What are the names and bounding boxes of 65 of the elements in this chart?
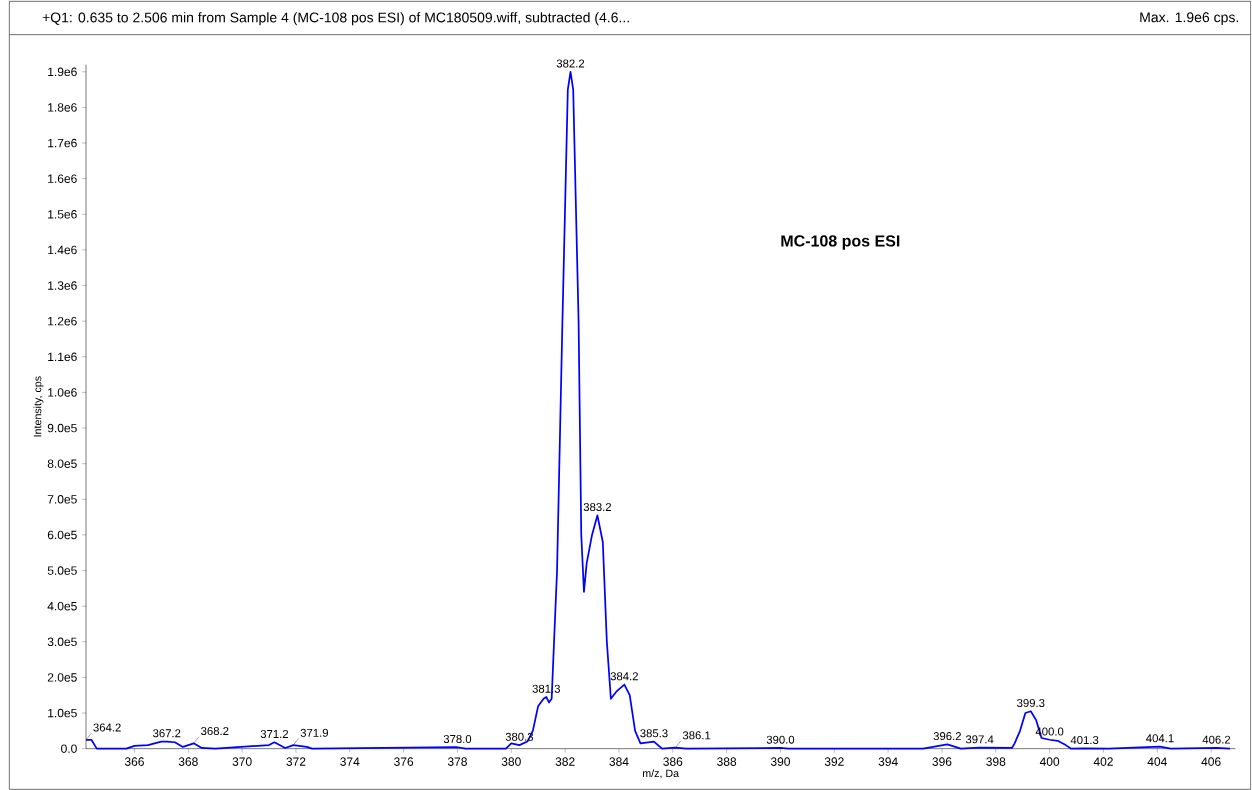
x-tick-label: 382 xyxy=(555,757,575,766)
x-tick-label: 400 xyxy=(1039,757,1060,766)
annotation: 382.2 xyxy=(556,59,585,68)
annotation: 399.3 xyxy=(1017,698,1045,707)
y-tick-label: 0.0 xyxy=(61,744,77,753)
annotation: 386.1 xyxy=(682,731,711,740)
y-axis-title: Intensity, cps xyxy=(33,376,44,437)
y-tick-label: 1.9e6 xyxy=(48,67,77,77)
annotation: 401.3 xyxy=(1070,736,1099,745)
x-tick-label: 390 xyxy=(770,757,790,766)
y-tick-label: 7.0e5 xyxy=(47,495,77,504)
x-tick-label: 370 xyxy=(232,757,252,766)
x-tick-label: 386 xyxy=(663,757,683,766)
y-tick-label: 1.2e6 xyxy=(48,316,77,326)
x-tick-label: 398 xyxy=(986,757,1006,766)
x-axis-title: m/z, Da xyxy=(643,769,680,779)
line-series xyxy=(85,70,1231,750)
annotation: 396.2 xyxy=(933,732,961,741)
annotation: 384.2 xyxy=(610,672,638,681)
annotation: 390.0 xyxy=(766,735,795,744)
x-tick-label: 376 xyxy=(394,757,414,766)
y-tick-label: 1.8e6 xyxy=(48,103,77,112)
annotation: 368.2 xyxy=(201,727,229,736)
y-tick-label: 3.0e5 xyxy=(47,637,77,647)
annotation: 383.2 xyxy=(583,503,612,512)
y-tick-label: 1.5e6 xyxy=(48,210,77,219)
chart-title: +Q1: 0.635 to 2.506 min from Sample 4 (MC-108 pos ESI) of MC180509.wiff, subtracted (4.6... xyxy=(42,12,629,26)
x-tick-label: 394 xyxy=(878,757,898,766)
chart-subtitle: Max. 1.9e6 cps. xyxy=(1140,12,1239,25)
y-tick-label: 1.0e5 xyxy=(48,708,77,718)
annotation: 385.3 xyxy=(640,729,668,738)
y-tick-label: 9.0e5 xyxy=(47,423,77,433)
annotation: 378.0 xyxy=(443,734,472,743)
y-tick-label: 6.0e5 xyxy=(47,530,77,540)
annotation: 397.4 xyxy=(965,735,994,744)
y-tick-label: 1.6e6 xyxy=(48,174,77,183)
annotation: 406.2 xyxy=(1202,735,1231,744)
y-tick-label: 1.3e6 xyxy=(48,281,77,290)
x-tick-label: 368 xyxy=(178,757,198,766)
y-tick-label: 1.7e6 xyxy=(48,138,77,148)
y-tick-label: 1.4e6 xyxy=(48,245,77,255)
y-tick-label: 2.0e5 xyxy=(47,673,77,682)
y-tick-label: 1.1e6 xyxy=(48,352,77,362)
x-tick-label: 378 xyxy=(447,757,467,766)
x-tick-label: 374 xyxy=(340,757,360,766)
annotation: 367.2 xyxy=(153,729,181,738)
x-tick-label: 372 xyxy=(286,757,306,766)
x-tick-label: 392 xyxy=(824,757,844,766)
x-tick-label: 402 xyxy=(1093,757,1113,766)
annotation: 371.2 xyxy=(260,729,289,738)
annotation: 371.9 xyxy=(300,728,329,737)
x-tick-label: 388 xyxy=(717,757,737,766)
y-tick-label: 8.0e5 xyxy=(47,459,77,468)
x-tick-label: 406 xyxy=(1201,757,1221,766)
x-tick-label: 384 xyxy=(609,757,629,766)
x-tick-label: 380 xyxy=(501,757,521,766)
x-tick-label: 366 xyxy=(124,757,144,766)
annotation: MC-108 pos ESI xyxy=(781,235,900,250)
annotation: 404.1 xyxy=(1146,734,1174,743)
y-tick-label: 5.0e5 xyxy=(47,566,77,575)
y-tick-label: 1.0e6 xyxy=(48,388,77,397)
x-tick-label: 396 xyxy=(932,757,952,766)
annotation: 364.2 xyxy=(93,723,121,732)
y-tick-label: 4.0e5 xyxy=(47,601,77,611)
x-tick-label: 404 xyxy=(1147,757,1167,766)
